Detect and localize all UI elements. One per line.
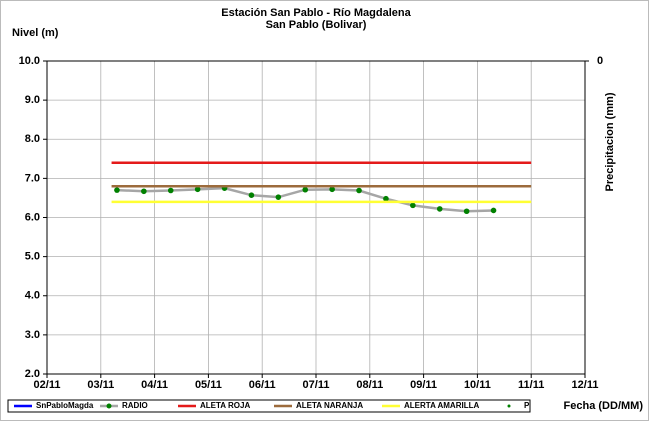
data-point	[490, 207, 497, 214]
plot-border	[46, 60, 586, 375]
x-tick-label: 02/11	[34, 379, 61, 391]
x-tick-label: 08/11	[356, 379, 383, 391]
legend-label: ALETA ROJA	[200, 401, 250, 410]
data-point	[167, 187, 174, 194]
x-axis-label: Fecha (DD/MM)	[564, 400, 644, 412]
data-point	[194, 186, 201, 193]
legend-label: P	[524, 401, 530, 410]
data-point	[275, 194, 282, 200]
data-point	[410, 202, 416, 209]
legend-box	[7, 399, 531, 413]
y-tick-label: 3.0	[25, 329, 40, 341]
data-point	[356, 187, 362, 194]
y2-tick-label: 0	[597, 55, 603, 67]
data-point	[302, 186, 309, 193]
chart-subtitle: San Pablo (Bolivar)	[266, 19, 367, 31]
x-tick-label: 04/11	[141, 379, 168, 391]
chart-title: Estación San Pablo - Río Magdalena	[221, 7, 411, 19]
x-tick-label: 09/11	[410, 379, 437, 391]
legend-label: ALERTA AMARILLA	[404, 401, 479, 410]
y-tick-label: 10.0	[19, 55, 40, 67]
legend-marker	[507, 404, 511, 408]
data-point	[463, 208, 470, 215]
data-point	[329, 186, 335, 193]
y-tick-label: 8.0	[25, 133, 40, 145]
y-axis-label: Nivel (m)	[12, 27, 59, 39]
x-tick-label: 10/11	[464, 379, 491, 391]
x-tick-label: 05/11	[195, 379, 222, 391]
legend-marker	[106, 403, 112, 409]
x-tick-label: 12/11	[572, 379, 599, 391]
x-tick-label: 07/11	[303, 379, 330, 391]
data-point	[141, 188, 147, 195]
y-tick-label: 6.0	[25, 211, 40, 223]
y-tick-label: 4.0	[25, 290, 40, 302]
y-tick-label: 2.0	[25, 368, 40, 380]
x-tick-label: 03/11	[87, 379, 114, 391]
x-tick-label: 11/11	[518, 379, 544, 391]
data-point	[248, 192, 255, 198]
y-tick-label: 7.0	[25, 172, 40, 184]
legend-label: ALETA NARANJA	[296, 401, 363, 410]
y2-axis-label: Precipitacion (mm)	[604, 92, 616, 191]
legend-label: RADIO	[122, 401, 148, 410]
x-tick-label: 06/11	[249, 379, 276, 391]
data-point	[383, 195, 389, 202]
y-tick-label: 5.0	[25, 251, 40, 263]
y-tick-label: 9.0	[25, 94, 40, 106]
data-point	[114, 187, 120, 193]
data-point	[436, 206, 443, 212]
legend-label: SnPabloMagda	[36, 401, 94, 410]
